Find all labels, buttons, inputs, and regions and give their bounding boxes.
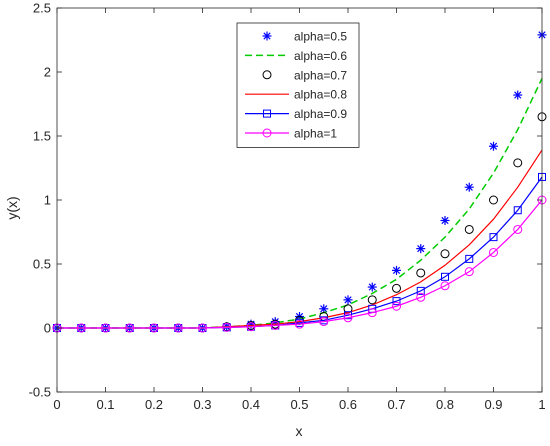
y-tick-label: 1 [44,193,51,208]
data-point [270,320,280,330]
data-point [416,292,426,302]
data-point [489,233,498,242]
x-tick-label: 0.6 [339,397,357,412]
data-point [440,281,450,291]
x-tick-label: 0 [53,397,60,412]
data-point [489,141,498,151]
legend-marker [263,109,271,118]
data-point [76,323,86,333]
data-point [416,244,426,254]
series-line [57,199,543,329]
x-tick-label: 1 [538,397,545,412]
legend-entry: alpha=1 [245,127,337,141]
data-point [392,301,401,311]
data-point [513,224,523,234]
x-axis-label: x [296,423,303,439]
data-point [441,272,449,281]
legend-entry: alpha=0.5 [262,30,347,44]
legend-label: alpha=0.6 [294,49,347,63]
y-tick-label: 1.5 [33,129,51,144]
legend-label: alpha=0.8 [294,88,347,102]
data-point [465,254,474,263]
data-point [149,323,159,333]
data-point [464,224,474,234]
x-tick-label: 0.9 [484,397,502,412]
data-point [343,313,353,323]
data-point [464,182,474,192]
data-point [513,90,523,100]
legend-box [236,22,360,148]
data-point [246,322,256,332]
data-point [367,282,377,292]
data-point [489,247,498,257]
data-point [319,317,329,327]
x-tick-label: 0.1 [96,397,114,412]
data-point [416,268,426,278]
series-layer [52,30,547,333]
data-point [367,308,377,318]
data-point [392,297,401,306]
y-tick-label: 0.5 [33,257,51,272]
data-point [489,195,498,205]
data-point [513,158,523,168]
data-point [173,323,183,333]
data-point [367,295,377,305]
legend-label: alpha=0.7 [294,68,347,82]
data-point [464,267,474,277]
legend-label: alpha=1 [294,127,337,141]
legend-marker [262,31,272,41]
data-point [198,323,207,333]
x-tick-label: 0.5 [290,397,308,412]
data-point [295,319,304,329]
legend: alpha=0.5 alpha=0.6 alpha=0.7 alpha=0.8 alph… [236,22,360,148]
x-tick-label: 0.2 [145,397,163,412]
x-tick-label: 0.4 [242,397,260,412]
y-tick-label: 0 [44,321,51,336]
y-tick-label: -0.5 [29,385,51,400]
legend-entry: alpha=0.7 [262,68,347,82]
y-axis-label: y(x) [4,196,20,219]
legend-marker [262,70,272,80]
data-point [392,283,401,293]
data-point [125,323,135,333]
y-tick-label: 2.5 [33,1,51,16]
legend-label: alpha=0.5 [294,30,347,44]
data-point [101,323,110,333]
legend-marker [262,128,272,138]
legend-label: alpha=0.9 [294,107,347,121]
data-point [440,215,450,225]
legend-entry: alpha=0.9 [245,107,347,121]
data-point [513,206,522,215]
y-tick-label: 2 [44,65,51,80]
data-point [319,304,329,314]
data-point [343,295,353,305]
data-point [222,322,232,332]
data-point [416,286,425,295]
data-point [440,249,450,259]
data-point [392,265,401,275]
legend-entry: alpha=0.6 [245,49,347,63]
axes-layer: 0 0.1 0.2 0.3 0.4 0.5 0.6 0.7 0.8 0.9 1-0.500.511.… [29,1,546,413]
legend-entry: alpha=0.8 [245,88,347,102]
x-tick-label: 0.8 [436,397,454,412]
x-tick-label: 0.3 [193,397,211,412]
x-tick-label: 0.7 [387,397,405,412]
